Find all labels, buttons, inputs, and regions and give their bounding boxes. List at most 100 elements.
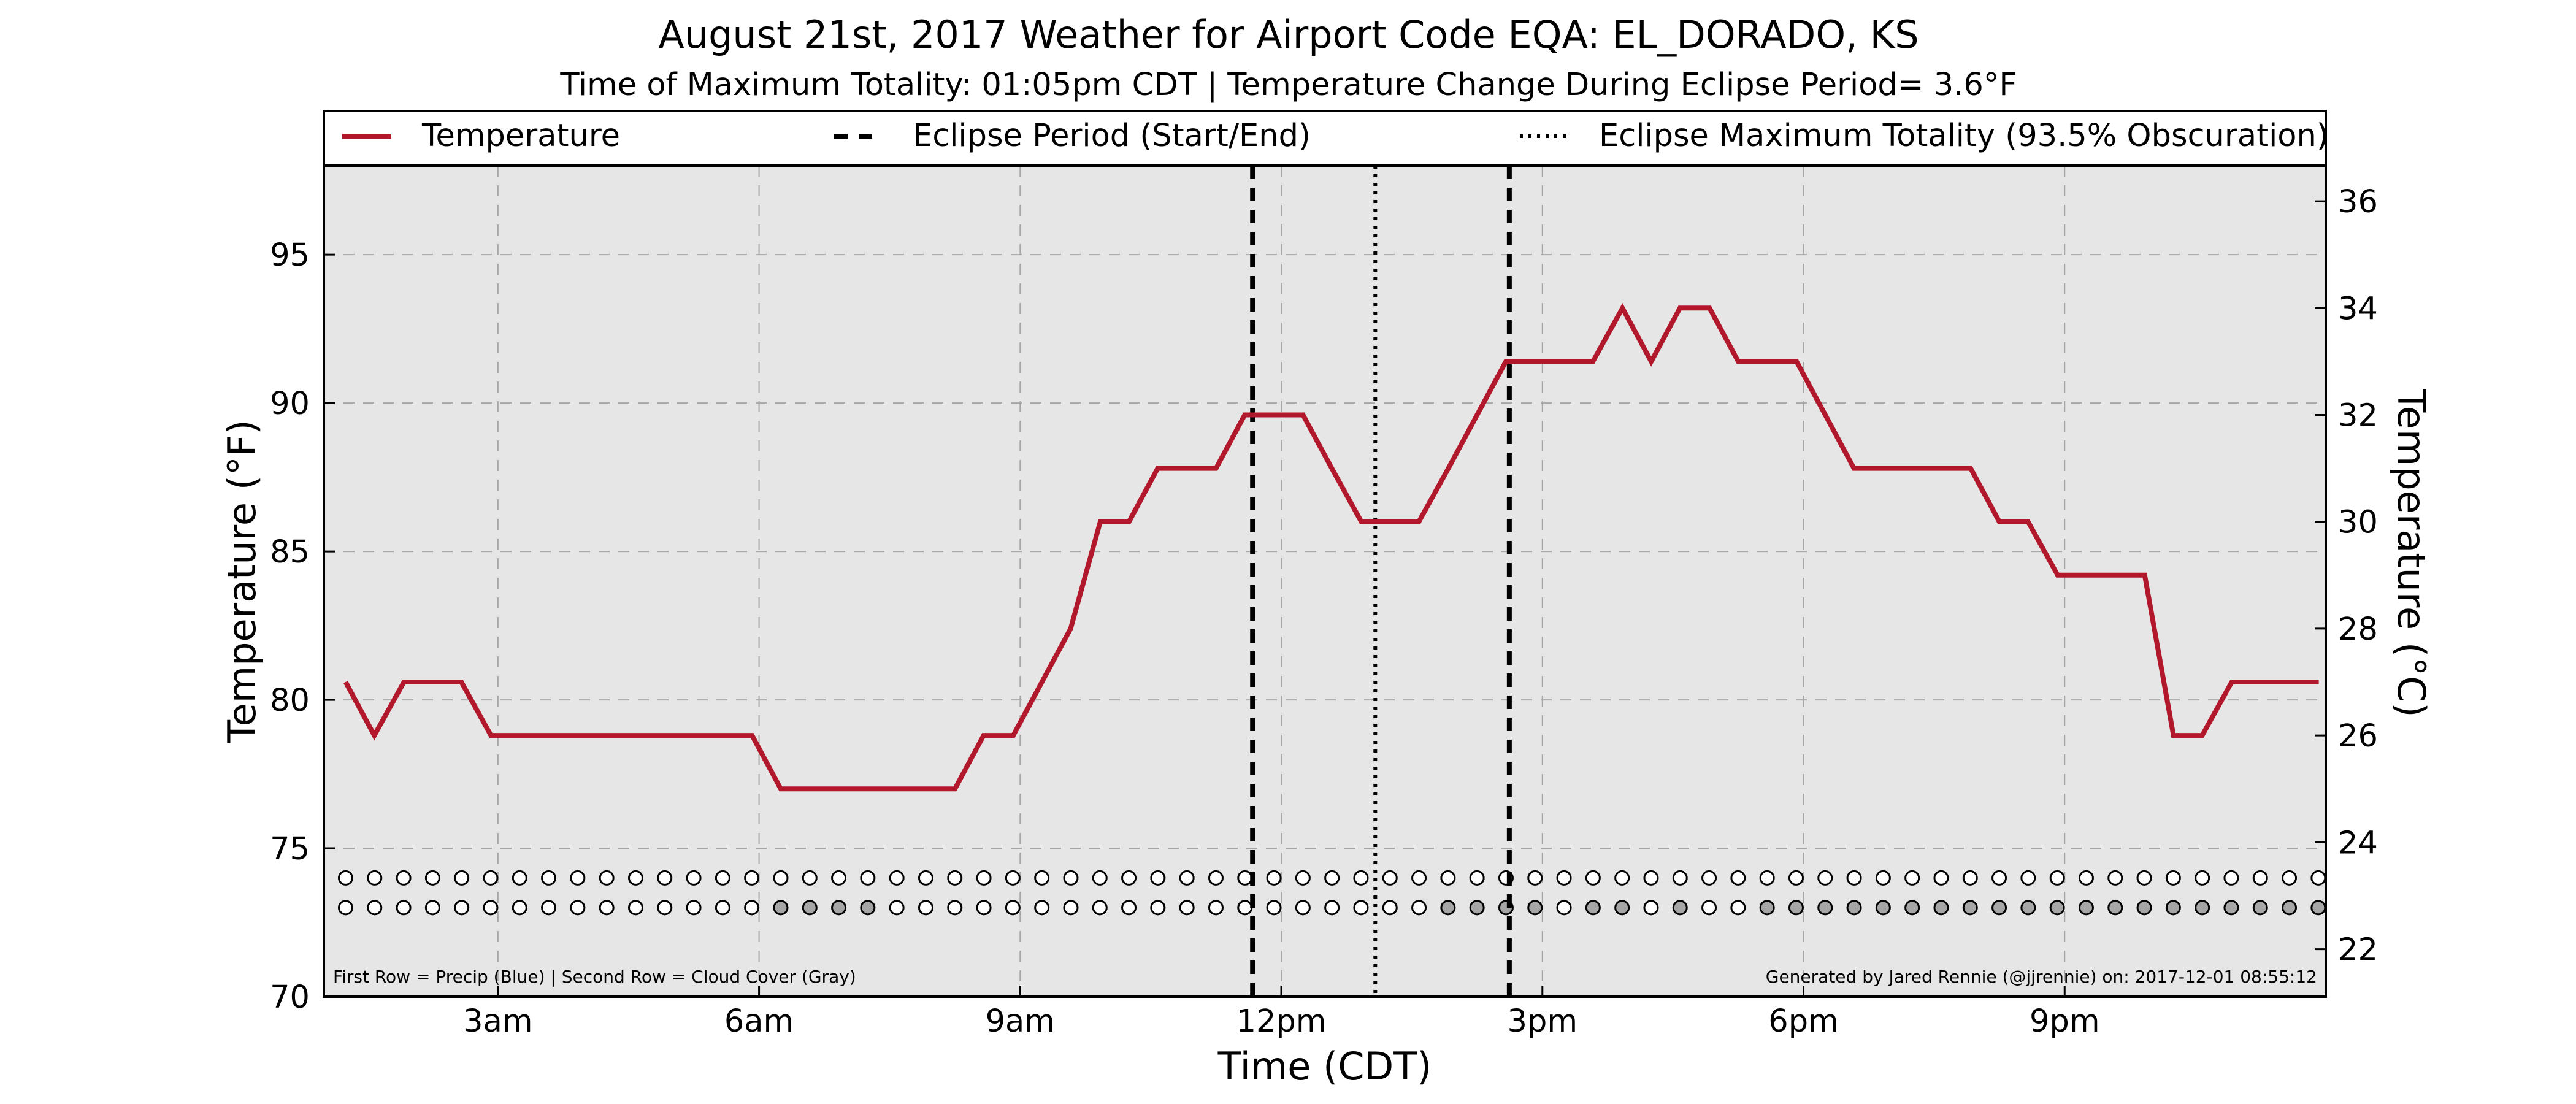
cloud-cover-marker <box>1150 900 1166 916</box>
precip-marker <box>2223 870 2239 886</box>
cloud-cover-marker <box>1701 900 1717 916</box>
cloud-cover-marker <box>367 900 383 916</box>
cloud-cover-marker <box>1672 900 1688 916</box>
precip-marker <box>1411 870 1427 886</box>
cloud-cover-marker <box>1092 900 1108 916</box>
precip-marker <box>512 870 527 886</box>
cloud-cover-marker <box>831 900 847 916</box>
x-tick-label: 3pm <box>1508 1003 1578 1040</box>
cloud-cover-marker <box>1962 900 1978 916</box>
precip-marker <box>1962 870 1978 886</box>
precip-marker <box>2078 870 2094 886</box>
x-tick-label: 6am <box>724 1003 794 1040</box>
cloud-cover-marker <box>1353 900 1369 916</box>
precip-marker <box>1672 870 1688 886</box>
precip-marker <box>1063 870 1079 886</box>
precip-marker <box>1614 870 1630 886</box>
cloud-cover-marker <box>2282 900 2298 916</box>
x-tick-label: 9pm <box>2030 1003 2100 1040</box>
precip-marker <box>1005 870 1021 886</box>
plot-area <box>324 166 2326 997</box>
y-tick-label: 70 <box>270 979 310 1016</box>
cloud-cover-marker <box>337 900 353 916</box>
y-axis-ticks-c: 22 24 26 28 30 32 34 36 <box>2315 184 2378 968</box>
cloud-cover-marker <box>1034 900 1050 916</box>
cloud-cover-marker <box>627 900 643 916</box>
y-tick-label-c: 28 <box>2338 611 2378 648</box>
cloud-cover-marker <box>1933 900 1949 916</box>
cloud-cover-marker <box>1063 900 1079 916</box>
cloud-cover-marker <box>1817 900 1833 916</box>
cloud-cover-marker <box>1005 900 1021 916</box>
precip-marker <box>1353 870 1369 886</box>
cloud-cover-marker <box>1266 900 1282 916</box>
precip-marker <box>599 870 615 886</box>
cloud-cover-marker <box>657 900 673 916</box>
precip-marker <box>454 870 470 886</box>
cloud-cover-marker <box>2223 900 2239 916</box>
cloud-cover-marker <box>2136 900 2152 916</box>
cloud-cover-marker <box>773 900 789 916</box>
precip-marker <box>657 870 673 886</box>
precip-marker <box>686 870 702 886</box>
cloud-cover-marker <box>1904 900 1920 916</box>
precip-marker <box>1266 870 1282 886</box>
legend-label-eclipse-max: Eclipse Maximum Totality (93.5% Obscurat… <box>1599 118 2329 154</box>
precip-marker <box>1382 870 1398 886</box>
x-tick-label: 9am <box>986 1003 1055 1040</box>
precip-marker <box>1991 870 2007 886</box>
cloud-cover-marker <box>1788 900 1804 916</box>
precip-marker <box>1585 870 1601 886</box>
precip-marker <box>1527 870 1543 886</box>
precip-marker <box>889 870 905 886</box>
precip-marker <box>1179 870 1195 886</box>
cloud-cover-marker <box>918 900 933 916</box>
cloud-cover-marker <box>2252 900 2268 916</box>
y-tick-label-c: 30 <box>2338 505 2378 541</box>
precip-marker <box>2020 870 2036 886</box>
precip-marker <box>1730 870 1746 886</box>
x-tick-label: 12pm <box>1236 1003 1327 1040</box>
cloud-cover-marker <box>1846 900 1862 916</box>
cloud-cover-marker <box>2195 900 2210 916</box>
cloud-cover-marker <box>1179 900 1195 916</box>
precip-marker <box>1759 870 1775 886</box>
precip-marker <box>1904 870 1920 886</box>
x-tick-label: 6pm <box>1768 1003 1839 1040</box>
cloud-cover-marker <box>1469 900 1485 916</box>
precip-marker <box>918 870 933 886</box>
legend-label-temperature: Temperature <box>421 118 620 154</box>
cloud-cover-marker <box>1324 900 1340 916</box>
precip-marker <box>2165 870 2181 886</box>
y-tick-label: 90 <box>270 386 310 422</box>
cloud-cover-marker <box>744 900 760 916</box>
marker-rows <box>337 870 2326 916</box>
precip-marker <box>1295 870 1311 886</box>
cloud-cover-marker <box>1237 900 1253 916</box>
cloud-cover-marker <box>1585 900 1601 916</box>
y-tick-label: 85 <box>270 534 310 570</box>
cloud-cover-marker <box>599 900 615 916</box>
legend-box <box>323 110 2327 167</box>
y-tick-label-c: 32 <box>2338 398 2378 434</box>
precip-marker <box>541 870 557 886</box>
cloud-cover-marker <box>1440 900 1456 916</box>
cloud-cover-marker <box>1295 900 1311 916</box>
y-tick-label-c: 34 <box>2338 291 2378 327</box>
cloud-cover-marker <box>1382 900 1398 916</box>
precip-marker <box>2136 870 2152 886</box>
precip-marker <box>1643 870 1659 886</box>
precip-marker <box>976 870 992 886</box>
precip-marker <box>2195 870 2210 886</box>
cloud-cover-marker <box>2165 900 2181 916</box>
cloud-cover-marker <box>2020 900 2036 916</box>
series-group <box>343 302 2319 792</box>
precip-marker <box>773 870 789 886</box>
precip-marker <box>627 870 643 886</box>
y-tick-label-c: 26 <box>2338 718 2378 754</box>
precip-marker <box>1788 870 1804 886</box>
cloud-cover-marker <box>1643 900 1659 916</box>
precip-marker <box>1556 870 1572 886</box>
cloud-cover-marker <box>889 900 905 916</box>
precip-marker <box>1440 870 1456 886</box>
